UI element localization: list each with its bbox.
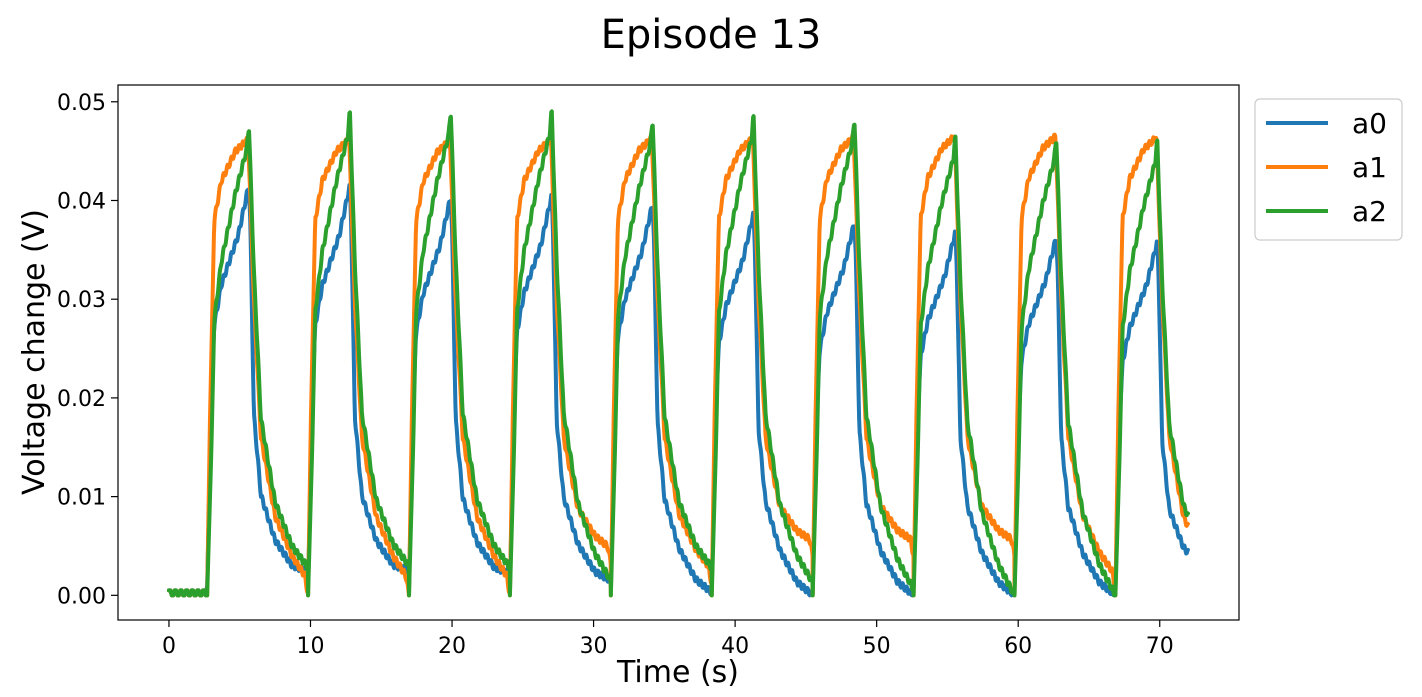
y-tick-label: 0.04 — [57, 189, 106, 214]
x-axis-label: Time (s) — [616, 655, 739, 690]
legend-label-a2: a2 — [1352, 195, 1387, 228]
chart-title: Episode 13 — [601, 12, 822, 58]
y-tick-label: 0.00 — [57, 584, 106, 609]
x-tick-label: 20 — [438, 634, 466, 659]
y-tick-label: 0.01 — [57, 486, 106, 511]
y-tick-label: 0.03 — [57, 288, 106, 313]
plot-border — [117, 84, 1240, 621]
y-axis-label: Voltage change (V) — [17, 209, 52, 495]
legend-box — [1254, 98, 1403, 241]
x-tick-label: 10 — [296, 634, 324, 659]
x-tick-label: 30 — [580, 634, 608, 659]
plot-area — [118, 85, 1239, 620]
y-tick-label: 0.02 — [57, 387, 106, 412]
y-axis: 0.00 0.01 0.02 0.03 0.04 0.05 — [57, 91, 118, 609]
x-axis: 0 10 20 30 40 50 60 70 — [162, 620, 1174, 659]
x-tick-label: 0 — [162, 634, 176, 659]
series-layer — [166, 109, 1190, 598]
series-line-a2 — [166, 109, 1190, 598]
x-tick-label: 60 — [1004, 634, 1032, 659]
x-tick-label: 40 — [721, 634, 749, 659]
legend-label-a1: a1 — [1352, 151, 1387, 184]
x-tick-label: 70 — [1146, 634, 1174, 659]
y-tick-label: 0.05 — [57, 91, 106, 116]
x-tick-label: 50 — [863, 634, 891, 659]
legend-label-a0: a0 — [1352, 107, 1387, 140]
legend: a0 a1 a2 — [1254, 98, 1403, 241]
